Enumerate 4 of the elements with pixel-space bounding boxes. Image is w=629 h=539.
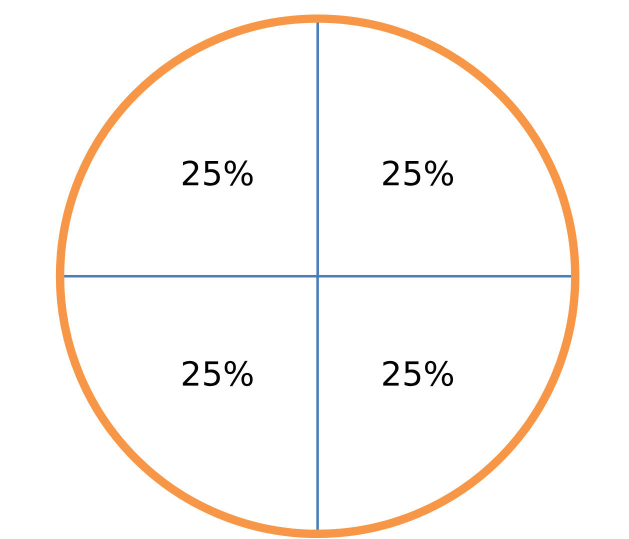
data-label: 25%	[383, 360, 454, 386]
data-label: 25%	[383, 160, 454, 186]
data-label: 25%	[182, 360, 253, 386]
data-label: 25%	[182, 160, 253, 186]
